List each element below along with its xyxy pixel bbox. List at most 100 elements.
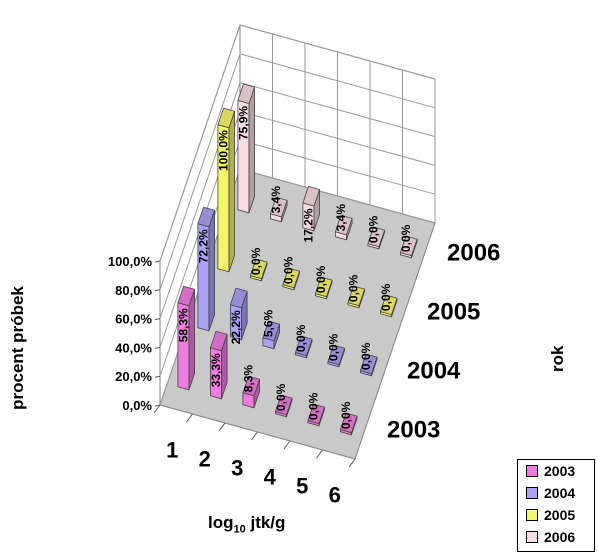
x-tick bbox=[153, 404, 161, 414]
y-tick-label: 100,0% bbox=[108, 254, 153, 269]
bar-top bbox=[314, 276, 333, 298]
y-tick bbox=[154, 346, 161, 349]
bar-top bbox=[274, 394, 293, 416]
y-tick-label: 20,0% bbox=[115, 369, 152, 384]
data-label: 17,2% bbox=[301, 208, 315, 242]
legend-label-2003: 2003 bbox=[544, 463, 576, 479]
x-tick-label: 6 bbox=[329, 483, 341, 508]
bar-side bbox=[248, 86, 256, 213]
bar-top bbox=[262, 320, 281, 342]
legend-item-2004: 2004 bbox=[526, 484, 575, 502]
y-tick-label: 0,0% bbox=[122, 398, 152, 413]
x-tick-label: 1 bbox=[166, 438, 178, 463]
x-tick bbox=[251, 431, 258, 441]
data-label: 0,0% bbox=[379, 283, 393, 311]
legend-item-2005: 2005 bbox=[526, 506, 575, 524]
bar-top bbox=[302, 185, 321, 207]
data-label: 0,0% bbox=[326, 333, 340, 361]
z-axis-label: rok bbox=[548, 345, 567, 372]
bar-top bbox=[197, 206, 216, 228]
data-label: 8,3% bbox=[241, 365, 255, 393]
legend-label-2006: 2006 bbox=[544, 529, 576, 545]
data-label: 22,2% bbox=[229, 310, 243, 344]
x-tick-label: 5 bbox=[296, 474, 308, 499]
y-tick bbox=[154, 404, 161, 407]
legend-item-2003: 2003 bbox=[526, 462, 575, 480]
data-label: 75,9% bbox=[236, 106, 250, 140]
x-tick bbox=[348, 458, 356, 468]
data-label: 0,0% bbox=[306, 392, 320, 420]
x-tick bbox=[186, 413, 193, 423]
legend-label-2004: 2004 bbox=[544, 485, 576, 501]
data-label: 0,0% bbox=[314, 265, 328, 293]
bar-top bbox=[217, 107, 236, 129]
data-label: 72,2% bbox=[196, 229, 210, 263]
data-label: 0,0% bbox=[346, 274, 360, 302]
bar-top bbox=[339, 412, 358, 434]
bar-top bbox=[282, 267, 301, 289]
bar-top bbox=[209, 330, 228, 352]
bar-top bbox=[327, 344, 346, 366]
bar-top bbox=[229, 287, 248, 309]
data-label: 0,0% bbox=[359, 342, 373, 370]
bar-top bbox=[237, 83, 256, 104]
bar-top bbox=[269, 196, 288, 218]
x-axis-label-rest: jtk/g bbox=[245, 513, 286, 532]
x-tick bbox=[283, 440, 291, 450]
data-label: 5,6% bbox=[261, 309, 275, 337]
y-tick-label: 40,0% bbox=[115, 340, 152, 355]
legend: 2003 2004 2005 2006 bbox=[517, 459, 595, 552]
data-label: 0,0% bbox=[399, 224, 413, 252]
bar-top bbox=[249, 258, 268, 280]
bar-top bbox=[242, 375, 261, 397]
y-tick bbox=[154, 260, 161, 263]
legend-swatch-2005 bbox=[526, 509, 538, 521]
data-label: 33,3% bbox=[209, 353, 223, 387]
bar-top bbox=[399, 235, 418, 257]
x-tick-label: 4 bbox=[264, 465, 277, 490]
x-tick bbox=[218, 422, 226, 432]
legend-swatch-2006 bbox=[526, 531, 538, 543]
data-label: 0,0% bbox=[274, 383, 288, 411]
data-label: 3,4% bbox=[269, 186, 283, 214]
y-tick bbox=[154, 318, 161, 321]
y-tick-label: 60,0% bbox=[115, 312, 152, 327]
series-axis-label: 2006 bbox=[447, 240, 500, 267]
y-tick bbox=[154, 375, 161, 378]
data-label: 58,3% bbox=[176, 308, 190, 342]
bar-top bbox=[379, 294, 398, 316]
data-label: 0,0% bbox=[294, 324, 308, 352]
bar-top bbox=[334, 214, 353, 236]
series-axis-label: 2005 bbox=[427, 299, 480, 326]
y-axis-label: procent próbek bbox=[8, 286, 27, 410]
data-label: 0,0% bbox=[281, 256, 295, 284]
legend-label-2005: 2005 bbox=[544, 507, 576, 523]
series-axis-label: 2004 bbox=[407, 358, 461, 385]
legend-item-2006: 2006 bbox=[526, 528, 575, 546]
bar-top bbox=[177, 285, 196, 307]
data-label: 0,0% bbox=[339, 401, 353, 429]
bar-top bbox=[347, 285, 366, 307]
bar-top bbox=[307, 403, 326, 425]
series-axis-label: 2003 bbox=[387, 417, 440, 444]
bar-side bbox=[208, 210, 216, 331]
x-tick-label: 2 bbox=[199, 447, 211, 472]
legend-swatch-2003 bbox=[526, 465, 538, 477]
x-axis-label: log10 jtk/g bbox=[208, 513, 285, 535]
y-tick-label: 80,0% bbox=[115, 283, 152, 298]
data-label: 100,0% bbox=[216, 130, 230, 171]
y-tick bbox=[154, 289, 161, 292]
data-label: 0,0% bbox=[366, 215, 380, 243]
bar-top bbox=[294, 335, 313, 357]
bar-top bbox=[359, 353, 378, 375]
x-axis-label-main: log bbox=[208, 513, 234, 532]
bar-top bbox=[367, 226, 386, 248]
x-tick bbox=[316, 449, 323, 459]
x-axis-label-subscript: 10 bbox=[233, 523, 246, 536]
data-label: 3,4% bbox=[334, 204, 348, 232]
data-label: 0,0% bbox=[249, 247, 263, 275]
legend-swatch-2004 bbox=[526, 487, 538, 499]
x-tick-label: 3 bbox=[231, 456, 243, 481]
